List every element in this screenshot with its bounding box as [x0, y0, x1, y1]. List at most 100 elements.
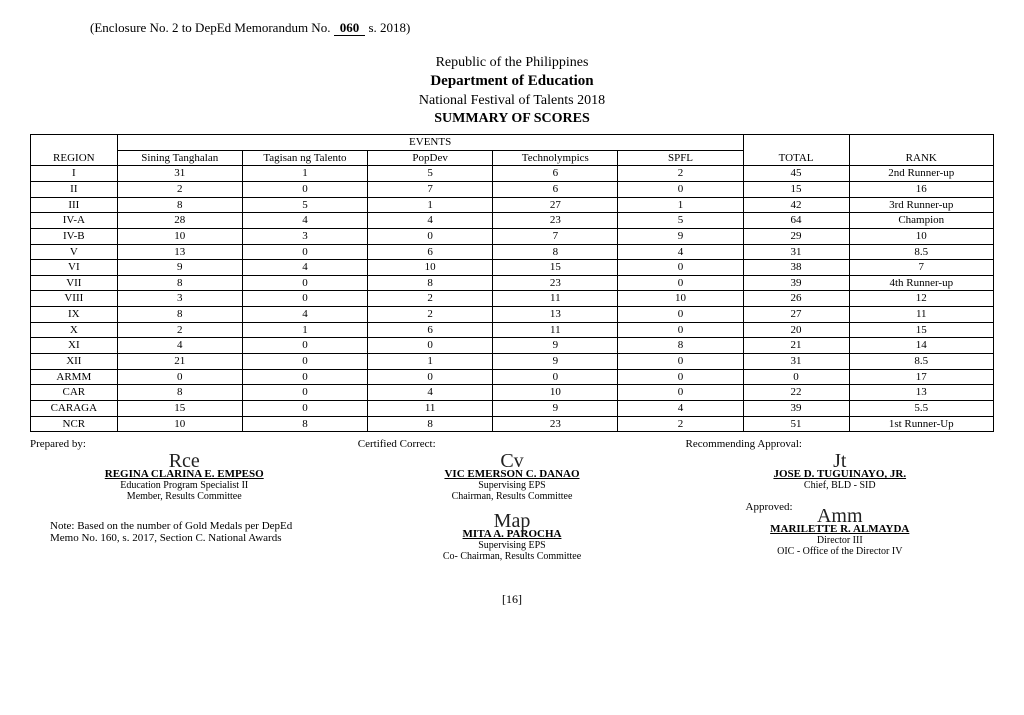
table-cell: 4: [368, 385, 493, 401]
table-cell: 15: [743, 181, 849, 197]
table-cell: 23: [493, 213, 618, 229]
table-cell: 8: [117, 385, 242, 401]
table-cell: 0: [368, 369, 493, 385]
table-cell: 9: [493, 400, 618, 416]
col-region: REGION: [31, 135, 118, 166]
table-cell: 28: [117, 213, 242, 229]
table-cell: CAR: [31, 385, 118, 401]
table-cell: VIII: [31, 291, 118, 307]
table-cell: 9: [493, 338, 618, 354]
table-cell: 26: [743, 291, 849, 307]
prepared-by-label: Prepared by:: [30, 438, 338, 450]
table-cell: 8: [493, 244, 618, 260]
certified2-title1: Supervising EPS: [358, 540, 666, 551]
certified2-block: Map MITA A. PAROCHA Supervising EPS Co- …: [358, 528, 666, 562]
note-label: Note:: [50, 520, 74, 532]
table-row: XI400982114: [31, 338, 994, 354]
table-cell: 4: [117, 338, 242, 354]
table-cell: IV-A: [31, 213, 118, 229]
approved-label: Approved:: [746, 501, 994, 513]
header-festival: National Festival of Talents 2018: [30, 92, 994, 110]
table-cell: 3rd Runner-up: [849, 197, 993, 213]
table-cell: 8.5: [849, 354, 993, 370]
prepared-title1: Education Program Specialist II: [30, 480, 338, 491]
table-cell: I: [31, 166, 118, 182]
table-cell: 45: [743, 166, 849, 182]
enclosure-line: (Enclosure No. 2 to DepEd Memorandum No.…: [90, 20, 994, 36]
table-cell: II: [31, 181, 118, 197]
table-cell: 0: [242, 181, 367, 197]
table-cell: 5.5(With 1 Gold medal): [849, 400, 993, 416]
table-cell: V: [31, 244, 118, 260]
table-cell: 1: [368, 197, 493, 213]
table-row: CAR8041002213: [31, 385, 994, 401]
table-cell: 4: [242, 213, 367, 229]
table-cell: 8: [117, 275, 242, 291]
table-cell: 8: [117, 307, 242, 323]
table-row: IV-A284423564Champion: [31, 213, 994, 229]
table-cell: 11: [493, 322, 618, 338]
prepared-title2: Member, Results Committee: [30, 491, 338, 502]
table-cell: 0: [242, 354, 367, 370]
recommend-block: Jt JOSE D. TUGUINAYO, JR. Chief, BLD - S…: [686, 468, 994, 491]
table-cell: 31: [743, 354, 849, 370]
table-cell: 17: [849, 369, 993, 385]
table-cell: 0: [368, 338, 493, 354]
signatures-row: Prepared by: Rce REGINA CLARINA E. EMPES…: [30, 438, 994, 562]
table-cell: 13: [117, 244, 242, 260]
header-summary: SUMMARY OF SCORES: [30, 110, 994, 128]
table-cell: 11: [368, 400, 493, 416]
table-row: VIII30211102612: [31, 291, 994, 307]
table-cell: XII: [31, 354, 118, 370]
table-cell: 0: [618, 307, 743, 323]
table-cell: 2: [618, 416, 743, 432]
table-cell: 6: [493, 181, 618, 197]
table-cell: 0: [242, 338, 367, 354]
table-cell: 0: [618, 354, 743, 370]
enclosure-suffix: s. 2018): [368, 20, 410, 35]
table-cell: 31: [743, 244, 849, 260]
table-cell: 22: [743, 385, 849, 401]
table-cell: 2: [117, 181, 242, 197]
table-cell: 20: [743, 322, 849, 338]
table-row: I311562452nd Runner-up: [31, 166, 994, 182]
table-cell: 15: [117, 400, 242, 416]
table-cell: XI: [31, 338, 118, 354]
table-cell: 16: [849, 181, 993, 197]
approved-title1: Director III: [686, 535, 994, 546]
table-cell: 11: [849, 307, 993, 323]
table-cell: 8: [368, 275, 493, 291]
table-cell: 0: [242, 369, 367, 385]
table-cell: 9: [493, 354, 618, 370]
table-cell: 4: [368, 213, 493, 229]
table-row: X2161102015: [31, 322, 994, 338]
header-department: Department of Education: [30, 72, 994, 92]
table-cell: X: [31, 322, 118, 338]
table-cell: 0: [493, 369, 618, 385]
table-cell: 0: [618, 369, 743, 385]
table-cell: 0: [242, 244, 367, 260]
table-cell: VI: [31, 260, 118, 276]
table-cell: 42: [743, 197, 849, 213]
table-cell: 0: [242, 291, 367, 307]
table-cell: 10: [117, 416, 242, 432]
table-cell: 1st Runner-Up: [849, 416, 993, 432]
table-cell: III: [31, 197, 118, 213]
table-cell: 1: [242, 322, 367, 338]
table-cell: 2: [368, 291, 493, 307]
table-cell: 7: [849, 260, 993, 276]
table-cell: 9: [117, 260, 242, 276]
prepared-by-block: Rce REGINA CLARINA E. EMPESO Education P…: [30, 468, 338, 502]
table-row: IV-B1030792910: [31, 228, 994, 244]
table-cell: 10: [849, 228, 993, 244]
table-cell: 0: [242, 275, 367, 291]
table-cell: 0: [117, 369, 242, 385]
table-cell: 21: [117, 354, 242, 370]
note-text: Based on the number of Gold Medals per D…: [50, 520, 292, 544]
certified-label: Certified Correct:: [358, 438, 666, 450]
enclosure-number: 060: [334, 20, 366, 36]
col-techno: Technolympics: [493, 150, 618, 166]
table-cell: 13: [493, 307, 618, 323]
table-cell: 6: [368, 322, 493, 338]
approved-block: Amm MARILETTE R. ALMAYDA Director III OI…: [686, 523, 994, 557]
